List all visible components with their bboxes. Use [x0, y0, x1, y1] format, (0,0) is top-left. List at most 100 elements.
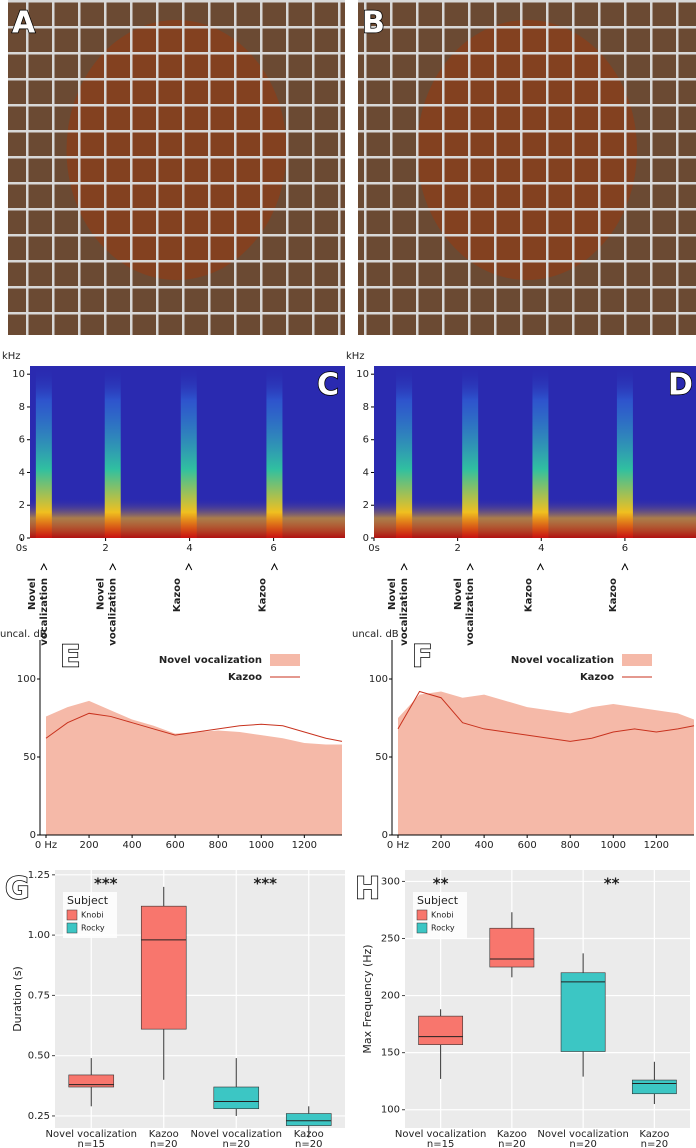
x-tick-label: Novel vocalization	[395, 1129, 486, 1140]
spectral-energy	[616, 366, 633, 538]
y-tick-label: 0	[382, 830, 388, 841]
legend-title: Subject	[417, 894, 459, 907]
arrow-marker	[185, 562, 193, 571]
box	[418, 1015, 464, 1045]
annotation: vocalization	[39, 578, 50, 646]
spectral-energy	[396, 366, 413, 538]
legend-swatch	[66, 909, 78, 921]
x-tick-label: 400	[475, 840, 494, 851]
legend-label: Kazoo	[580, 672, 614, 683]
panel-label: C	[317, 368, 339, 403]
x-tick-label: Novel vocalization	[46, 1129, 137, 1140]
significance: ***	[94, 875, 118, 893]
y-tick-label: 4	[363, 467, 369, 478]
box	[560, 972, 606, 1052]
y-axis-title: kHz	[2, 351, 21, 362]
y-tick-label: 200	[381, 991, 400, 1002]
x-tick-label: 0 Hz	[35, 840, 57, 851]
x-tick-label: Kazoo	[497, 1129, 527, 1140]
box	[631, 1079, 677, 1095]
y-tick-label: 1.00	[28, 930, 50, 941]
legend-label: Rocky	[431, 924, 455, 933]
x-tick-label: Novel vocalization	[537, 1129, 628, 1140]
y-tick-label: 6	[363, 435, 369, 446]
y-tick-label: 50	[23, 752, 36, 763]
annotation: Kazoo	[257, 578, 268, 612]
x-tick-note: n=20	[223, 1139, 250, 1148]
annotation: Novel	[27, 578, 38, 610]
annotation: vocalization	[399, 578, 410, 646]
spectral-energy	[104, 366, 121, 538]
y-tick-label: 250	[381, 933, 400, 944]
box	[489, 927, 535, 968]
y-tick-label: 0.75	[28, 990, 50, 1001]
x-tick-note: n=20	[150, 1139, 177, 1148]
panel-label: B	[362, 6, 385, 41]
spectral-energy	[532, 366, 549, 538]
y-axis-title: uncal. dB	[352, 629, 399, 640]
x-tick-label: 600	[166, 840, 185, 851]
y-tick-label: 0.50	[28, 1051, 50, 1062]
x-tick-label: 0 Hz	[387, 840, 409, 851]
y-axis-title: Duration (s)	[11, 966, 24, 1032]
legend-swatch	[66, 922, 78, 934]
y-tick-label: 4	[19, 467, 25, 478]
spectral-energy	[462, 366, 479, 538]
x-tick-label: 4	[538, 543, 544, 554]
x-tick-label: 1200	[292, 840, 317, 851]
significance: **	[433, 875, 449, 893]
cage-mesh	[358, 0, 696, 335]
arrow-marker	[40, 562, 48, 571]
y-tick-label: 8	[19, 402, 25, 413]
panel-label: H	[355, 872, 380, 907]
spectral-energy	[35, 366, 52, 538]
x-tick-label: 600	[518, 840, 537, 851]
box	[285, 1113, 332, 1126]
y-tick-label: 150	[381, 1048, 400, 1059]
x-tick-note: n=20	[295, 1139, 322, 1148]
area	[398, 691, 694, 835]
line	[397, 690, 695, 742]
x-tick-label: Kazoo	[149, 1129, 179, 1140]
y-tick-label: 1.25	[28, 870, 50, 881]
y-tick-label: 300	[381, 876, 400, 887]
y-axis-title: Max Frequency (Hz)	[361, 944, 374, 1053]
annotation: Novel	[387, 578, 398, 610]
panel-label: E	[60, 640, 81, 675]
x-tick-label: 6	[622, 543, 628, 554]
y-tick-label: 0	[363, 533, 369, 544]
x-tick-label: Kazoo	[639, 1129, 669, 1140]
box	[140, 905, 187, 1030]
y-tick-label: 100	[369, 674, 388, 685]
arrow-marker	[466, 562, 474, 571]
annotation: vocalization	[465, 578, 476, 646]
x-tick-label: 200	[432, 840, 451, 851]
y-tick-label: 10	[12, 369, 25, 380]
x-tick-note: n=20	[569, 1139, 596, 1148]
annotation: vocalization	[108, 578, 119, 646]
y-tick-label: 0.25	[28, 1111, 50, 1122]
panel-label: F	[412, 640, 433, 675]
panel-label: D	[668, 368, 693, 403]
annotation: Kazoo	[608, 578, 619, 612]
legend-label: Novel vocalization	[511, 655, 614, 666]
spectral-energy	[266, 366, 283, 538]
legend-swatch	[416, 922, 428, 934]
box	[213, 1086, 260, 1110]
x-tick-note: n=15	[78, 1139, 105, 1148]
legend-swatch	[270, 654, 300, 666]
y-tick-label: 8	[363, 402, 369, 413]
significance: **	[604, 875, 620, 893]
arrow-marker	[621, 562, 629, 571]
spectral-energy	[180, 366, 197, 538]
panel-label: A	[12, 6, 36, 41]
x-tick-label: 1000	[249, 840, 274, 851]
area	[46, 700, 342, 835]
x-tick-label: 1000	[601, 840, 626, 851]
x-tick-note: n=15	[427, 1139, 454, 1148]
y-tick-label: 100	[17, 674, 36, 685]
x-tick-label: 400	[123, 840, 142, 851]
legend-label: Knobi	[431, 911, 454, 920]
x-tick-label: 800	[561, 840, 580, 851]
x-tick-label: 1200	[644, 840, 669, 851]
